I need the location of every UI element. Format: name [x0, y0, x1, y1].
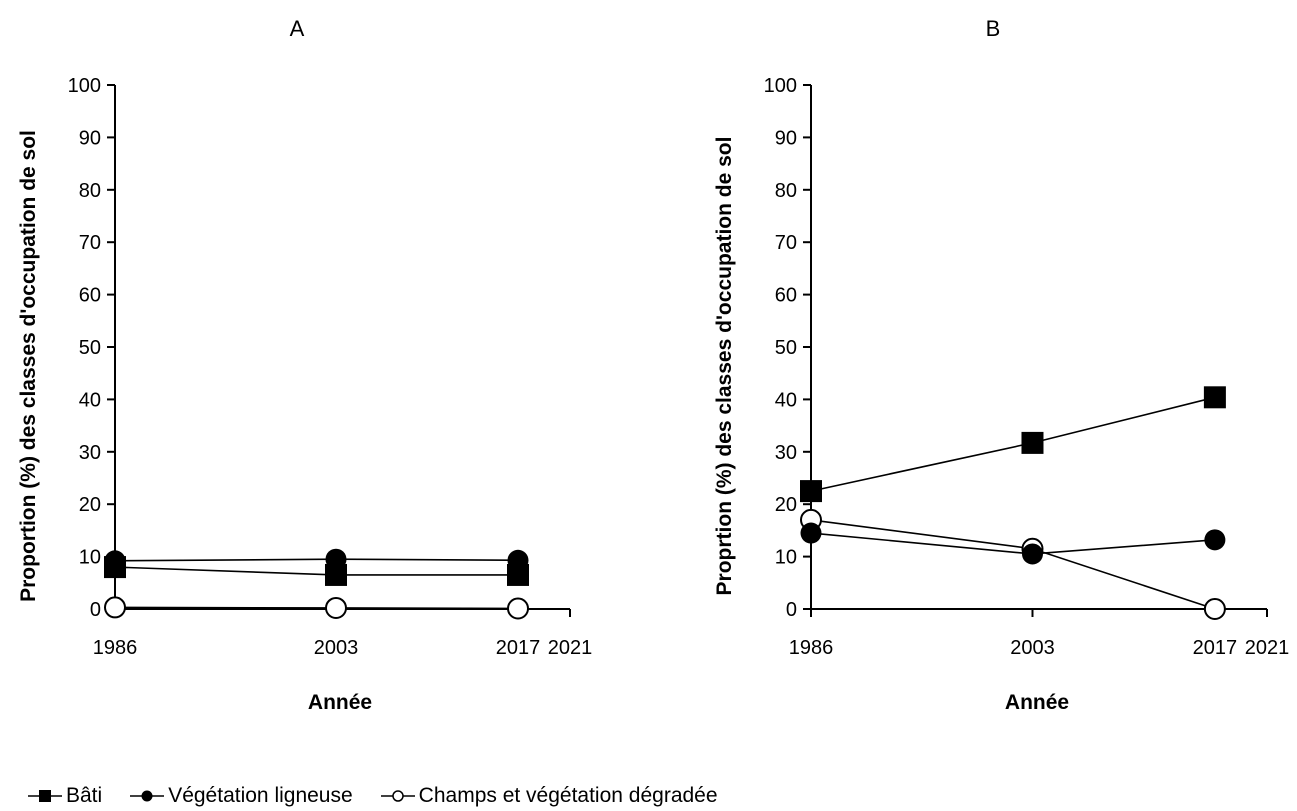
- panel-a: A Proportion (%) des classes d'occupatio…: [17, 16, 592, 714]
- panel-b-y-tick-label: 50: [775, 337, 797, 359]
- panel-a-point-champs: [104, 596, 126, 619]
- panel-b-y-tick-label: 40: [775, 389, 797, 411]
- filled-square-marker-icon: [28, 790, 62, 802]
- panel-a-point-bati: [325, 563, 347, 586]
- filled-circle-marker-icon: [130, 790, 165, 802]
- panel-a-title: A: [290, 16, 305, 41]
- panel-b-point-vegetation-ligneuse: [800, 522, 822, 544]
- panel-a-y-tick-label: 0: [90, 599, 101, 621]
- panel-a-y-tick-label: 70: [79, 232, 101, 254]
- panel-a-x-tick-label: 2003: [314, 637, 359, 659]
- panel-a-series-line-vegetation-ligneuse: [114, 558, 519, 562]
- panel-b-point-bati: [1203, 386, 1226, 409]
- panel-a-y-tick-label: 100: [68, 75, 101, 97]
- panel-a-y-tick-label: 40: [79, 389, 101, 411]
- legend-item-bati: Bâti: [28, 784, 102, 808]
- panel-b-point-bati: [1021, 431, 1044, 454]
- panel-a-y-tick-label: 50: [79, 337, 101, 359]
- panel-a-x-tick-label: 2021: [548, 637, 593, 659]
- panel-a-ylabel: Proportion (%) des classes d'occupation …: [17, 130, 40, 602]
- panel-b-title: B: [986, 16, 1001, 41]
- panel-b-x-tick-label: 2017: [1193, 637, 1238, 659]
- panel-b-series-line-bati: [810, 396, 1216, 492]
- panel-b-point-champs: [1203, 598, 1226, 620]
- panel-a-y-tick-label: 60: [79, 285, 101, 307]
- legend-label-vegetation-ligneuse: Végétation ligneuse: [168, 784, 353, 807]
- panel-b-y-tick-label: 10: [775, 547, 797, 569]
- panel-b-x-tick-label: 1986: [789, 637, 834, 659]
- panel-a-series-line-champs: [114, 606, 519, 610]
- panel-b-y-tick-label: 60: [775, 285, 797, 307]
- panel-b-x-tick-label: 2003: [1010, 637, 1055, 659]
- panel-a-x-tick-label: 1986: [93, 637, 138, 659]
- panel-b-point-bati: [800, 480, 822, 503]
- panel-a-point-bati: [507, 563, 529, 586]
- panel-b-y-tick-label: 100: [764, 75, 797, 97]
- panel-b-xlabel: Année: [1005, 691, 1069, 714]
- panel-a-series-line-bati: [114, 566, 518, 576]
- panel-b-y-tick-label: 70: [775, 232, 797, 254]
- panel-a-y-tick-label: 10: [79, 547, 101, 569]
- panel-a-y-tick-label: 90: [79, 127, 101, 149]
- panel-a-y-tick-label: 80: [79, 180, 101, 202]
- panel-b-point-vegetation-ligneuse: [1204, 529, 1226, 551]
- panel-b-y-tick-label: 30: [775, 442, 797, 464]
- legend-item-champs: Champs et végétation dégradée: [380, 784, 718, 808]
- panel-b-y-tick-label: 0: [786, 599, 797, 621]
- panel-b-x-tick-label: 2021: [1245, 637, 1290, 659]
- panel-b: B Proprtion (%) des classes d'occupation…: [713, 16, 1289, 714]
- panel-b-point-vegetation-ligneuse: [1021, 543, 1043, 565]
- panel-b-ylabel: Proprtion (%) des classes d'occupation d…: [713, 137, 736, 596]
- legend: Bâti Végétation ligneuse Champs et végét…: [28, 784, 746, 808]
- panel-b-y-tick-label: 20: [775, 494, 797, 516]
- panel-b-y-tick-label: 90: [775, 127, 797, 149]
- panel-a-point-bati: [104, 556, 126, 579]
- panel-a-point-champs: [325, 596, 347, 619]
- open-circle-marker-icon: [380, 790, 415, 802]
- panel-a-xlabel: Année: [308, 691, 372, 714]
- panel-a-x-tick-label: 2017: [496, 637, 541, 659]
- panel-b-y-tick-label: 80: [775, 180, 797, 202]
- panel-a-point-champs: [507, 597, 529, 620]
- panel-b-series-line-champs: [810, 519, 1216, 610]
- legend-label-bati: Bâti: [66, 784, 103, 807]
- panel-a-y-tick-label: 20: [79, 494, 101, 516]
- legend-label-champs: Champs et végétation dégradée: [418, 784, 718, 807]
- panel-b-series-line-vegetation-ligneuse: [810, 532, 1215, 555]
- panel-a-y-tick-label: 30: [79, 442, 101, 464]
- legend-item-vegetation-ligneuse: Végétation ligneuse: [130, 784, 353, 808]
